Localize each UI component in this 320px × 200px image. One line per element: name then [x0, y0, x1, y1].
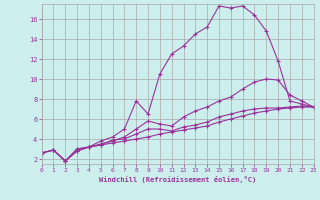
X-axis label: Windchill (Refroidissement éolien,°C): Windchill (Refroidissement éolien,°C)	[99, 176, 256, 183]
